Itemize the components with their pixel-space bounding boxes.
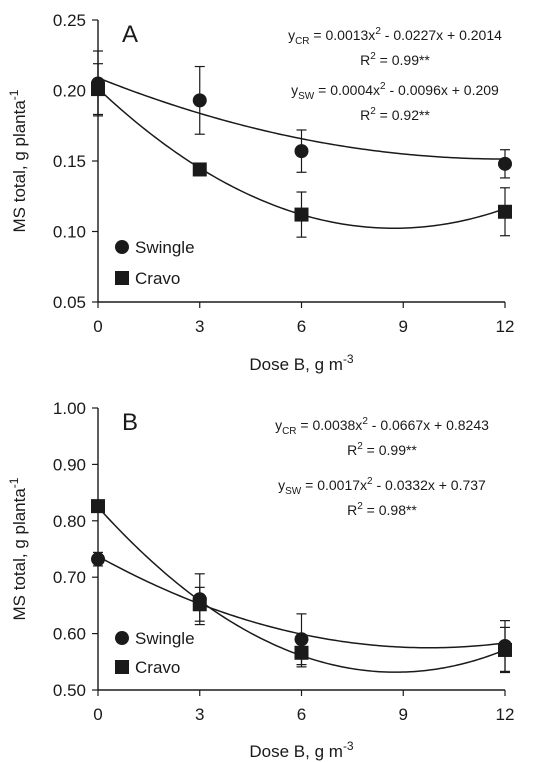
- y-tick-label: 0.90: [53, 455, 86, 474]
- panel-label: B: [122, 409, 138, 436]
- data-point-cravo: [91, 499, 105, 514]
- r-squared-cr: R2 = 0.99**: [347, 441, 417, 458]
- x-tick-label: 9: [399, 705, 408, 724]
- regression-equation-sw: ySW = 0.0017x2 - 0.0332x + 0.737: [278, 476, 486, 497]
- y-tick-label: 0.10: [53, 223, 86, 242]
- data-point-swingle: [91, 552, 105, 567]
- panel-label: A: [122, 21, 138, 48]
- data-point-cravo: [91, 82, 105, 97]
- data-point-swingle: [294, 144, 309, 159]
- r-squared-cr: R2 = 0.99**: [360, 51, 430, 68]
- legend-label-swingle: Swingle: [135, 629, 195, 648]
- y-tick-label: 0.25: [53, 11, 86, 30]
- data-point-cravo: [294, 207, 309, 222]
- chart-panel-a: 0.05 0.10 0.15 0.20 0.25 0 3 6 9 12 Dose B, g m-3 M…: [7, 11, 514, 374]
- legend-marker-cravo: [115, 271, 129, 285]
- r-squared-sw: R2 = 0.92**: [360, 106, 430, 123]
- y-tick-label: 0.15: [53, 152, 86, 171]
- x-tick-label: 6: [297, 317, 306, 336]
- x-axis-title: Dose B, g m-3: [249, 352, 354, 374]
- data-point-swingle: [192, 93, 207, 108]
- x-tick-label: 0: [93, 705, 102, 724]
- legend-marker-swingle: [115, 631, 129, 645]
- y-tick-label: 0.05: [53, 293, 86, 312]
- y-tick-label: 0.60: [53, 625, 86, 644]
- y-tick-label: 0.20: [53, 82, 86, 101]
- data-point-swingle: [294, 632, 309, 647]
- data-point-cravo: [294, 645, 309, 660]
- legend-label-cravo: Cravo: [135, 658, 180, 677]
- y-tick-label: 0.80: [53, 512, 86, 531]
- x-tick-label: 9: [399, 317, 408, 336]
- regression-equation-cr: yCR = 0.0013x2 - 0.0227x + 0.2014: [288, 26, 502, 47]
- y-axis-title: MS total, g planta-1: [7, 477, 29, 620]
- regression-equation-sw: ySW = 0.0004x2 - 0.0096x + 0.209: [291, 81, 499, 102]
- data-point-cravo: [192, 597, 207, 612]
- legend-label-cravo: Cravo: [135, 269, 180, 288]
- legend-marker-swingle: [115, 240, 129, 254]
- y-axis-title: MS total, g planta-1: [7, 89, 29, 232]
- x-tick-label: 6: [297, 705, 306, 724]
- y-tick-label: 0.70: [53, 568, 86, 587]
- x-tick-label: 0: [93, 317, 102, 336]
- legend-marker-cravo: [115, 660, 129, 674]
- data-point-cravo: [498, 204, 512, 219]
- x-tick-label: 3: [195, 317, 204, 336]
- chart-panel-b: 0.50 0.60 0.70 0.80 0.90 1.00 0 3 6 9 12 Dose B, g …: [7, 399, 514, 761]
- x-tick-label: 3: [195, 705, 204, 724]
- r-squared-sw: R2 = 0.98**: [347, 501, 417, 518]
- x-axis-title: Dose B, g m-3: [249, 739, 354, 761]
- data-point-swingle: [498, 156, 512, 171]
- data-point-cravo: [498, 642, 512, 657]
- regression-equation-cr: yCR = 0.0038x2 - 0.0667x + 0.8243: [275, 416, 489, 437]
- x-tick-label: 12: [496, 317, 515, 336]
- legend-label-swingle: Swingle: [135, 238, 195, 257]
- y-tick-label: 0.50: [53, 681, 86, 700]
- x-tick-label: 12: [496, 705, 515, 724]
- data-point-cravo: [192, 162, 207, 177]
- y-tick-label: 1.00: [53, 399, 86, 418]
